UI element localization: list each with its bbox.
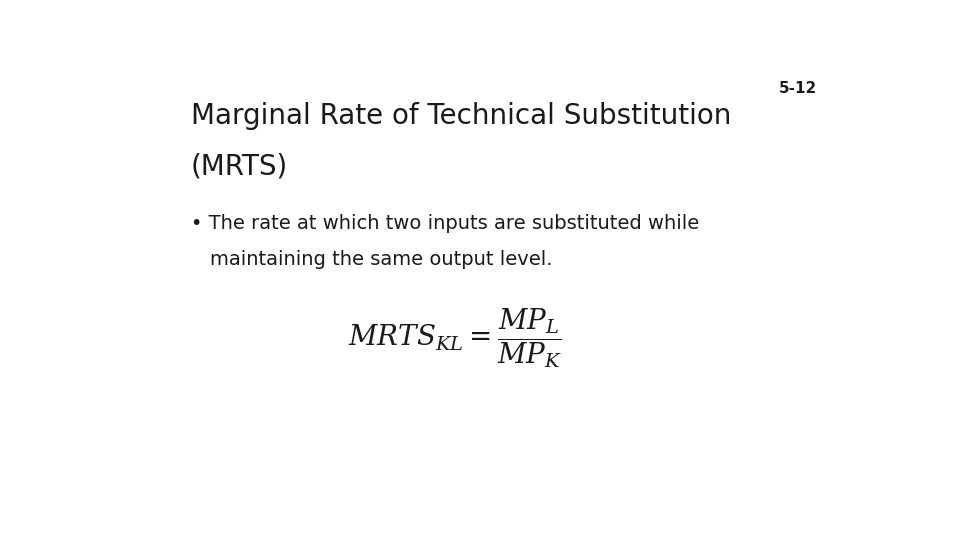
Text: (MRTS): (MRTS) (191, 152, 288, 180)
Text: maintaining the same output level.: maintaining the same output level. (210, 250, 553, 269)
Text: Marginal Rate of Technical Substitution: Marginal Rate of Technical Substitution (191, 102, 732, 130)
Text: • The rate at which two inputs are substituted while: • The rate at which two inputs are subst… (191, 214, 699, 233)
Text: 5-12: 5-12 (779, 82, 817, 97)
Text: $MRTS_{KL} = \dfrac{MP_L}{MP_K}$: $MRTS_{KL} = \dfrac{MP_L}{MP_K}$ (348, 306, 562, 370)
